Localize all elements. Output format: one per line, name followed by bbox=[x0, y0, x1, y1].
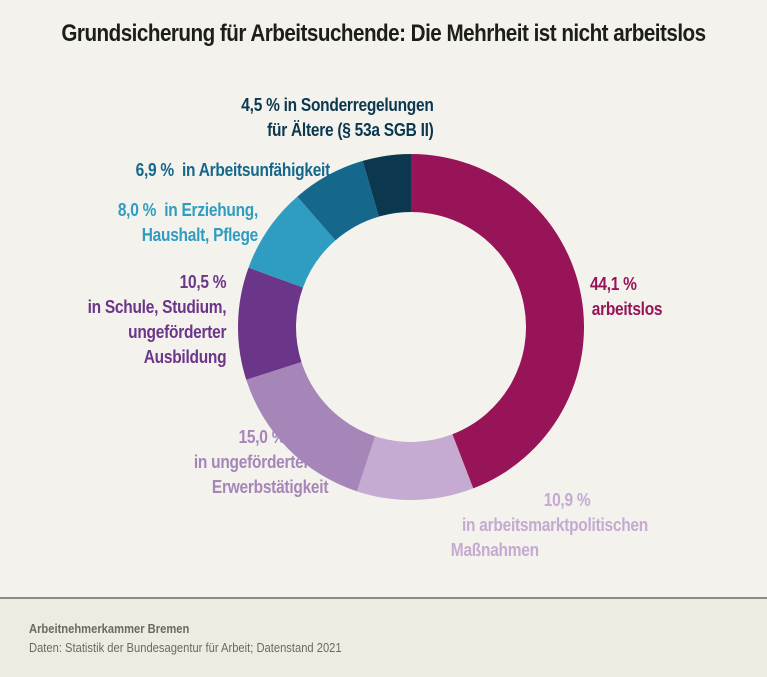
slice-sonderregelungen bbox=[362, 154, 411, 217]
chart-title: Grundsicherung für Arbeitsuchende: Die M… bbox=[61, 20, 706, 47]
slice-massnahmen bbox=[356, 434, 474, 500]
label-arbeitslos-text: arbeitslos bbox=[591, 299, 663, 319]
label-erziehung-value: 8,0 % in Erziehung, bbox=[117, 200, 258, 220]
footer: Arbeitnehmerkammer Bremen Daten: Statist… bbox=[0, 597, 767, 677]
label-erwerbstaetigkeit-value: 15,0 % bbox=[238, 427, 285, 447]
label-schule-value: 10,5 % bbox=[179, 272, 226, 292]
publisher: Arbeitnehmerkammer Bremen bbox=[29, 621, 190, 636]
label-arbeitsunfaehigkeit: 6,9 % in Arbeitsunfähigkeit bbox=[104, 158, 331, 183]
label-sonderregelungen-text: für Ältere (§ 53a SGB II) bbox=[267, 120, 435, 140]
label-arbeitsunfaehigkeit-value: 6,9 % in Arbeitsunfähigkeit bbox=[135, 160, 331, 180]
slice-arbeitsunfaehigkeit bbox=[297, 160, 379, 241]
label-erziehung-text: Haushalt, Pflege bbox=[141, 225, 259, 245]
label-massnahmen-text: in arbeitsmarktpolitischen bbox=[461, 515, 648, 535]
label-massnahmen-value: 10,9 % bbox=[543, 490, 591, 510]
label-erwerbstaetigkeit-text2: Erwerbstätigkeit bbox=[211, 477, 329, 497]
slice-erziehung bbox=[248, 196, 336, 288]
label-massnahmen: 10,9 % in arbeitsmarktpolitischen Maßnah… bbox=[380, 488, 730, 563]
donut-chart bbox=[238, 154, 584, 500]
label-erziehung: 8,0 % in Erziehung, Haushalt, Pflege bbox=[95, 198, 258, 248]
data-source: Daten: Statistik der Bundesagentur für A… bbox=[29, 640, 342, 655]
label-erwerbstaetigkeit-text: in ungeförderter bbox=[193, 452, 310, 472]
slice-arbeitslos bbox=[411, 154, 584, 489]
slice-schule bbox=[238, 267, 303, 380]
label-sonderregelungen: 4,5 % in Sonderregelungen für Ältere (§ … bbox=[210, 93, 435, 143]
label-schule-text3: Ausbildung bbox=[143, 347, 226, 367]
label-massnahmen-text2: Maßnahmen bbox=[450, 540, 539, 560]
label-schule-text2: ungeförderter bbox=[127, 322, 226, 342]
label-schule-text: in Schule, Studium, bbox=[87, 297, 226, 317]
label-erwerbstaetigkeit: 15,0 % in ungeförderter Erwerbstätigkeit bbox=[172, 425, 329, 500]
label-arbeitslos-value: 44,1 % bbox=[590, 274, 637, 294]
label-schule: 10,5 % in Schule, Studium, ungeförderter… bbox=[65, 270, 226, 370]
label-sonderregelungen-value: 4,5 % in Sonderregelungen bbox=[241, 95, 435, 115]
slice-erwerbstaetigkeit bbox=[246, 362, 376, 492]
label-arbeitslos: 44,1 % arbeitslos bbox=[590, 272, 674, 322]
donut-slices bbox=[238, 154, 584, 500]
